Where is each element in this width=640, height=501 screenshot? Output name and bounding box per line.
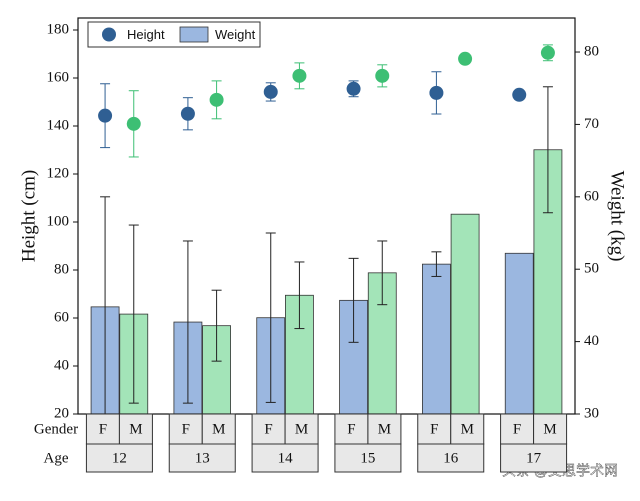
- x-tick-label: 14: [278, 450, 294, 466]
- error-bar: [265, 232, 276, 403]
- x-tick-label: 13: [195, 450, 210, 466]
- category-cell: [533, 413, 568, 445]
- y-tick-label: 80: [54, 261, 69, 277]
- x-tick-label: F: [513, 421, 521, 437]
- error-bar: [128, 224, 139, 404]
- y2-tick-label: 30: [584, 405, 599, 421]
- scatter-point: [458, 51, 473, 66]
- error-bar: [377, 240, 388, 306]
- scatter-point: [292, 68, 307, 83]
- x-tick-label: M: [295, 421, 308, 437]
- x-tick-label: 12: [112, 450, 127, 466]
- category-cell: [284, 413, 319, 445]
- scatter-point: [540, 45, 555, 60]
- category-cell: [251, 443, 319, 473]
- error-bar: [294, 261, 305, 330]
- category-cell: [417, 413, 452, 445]
- scatter-point: [429, 85, 444, 100]
- y-tick-label: 60: [54, 309, 69, 325]
- scatter-point: [512, 87, 527, 102]
- x-group-label: Age: [44, 450, 69, 466]
- scatter-point: [180, 106, 195, 121]
- y-tick-label: 160: [47, 69, 70, 85]
- y2-tick-label: 60: [584, 188, 599, 204]
- y2-axis-label: Weight (kg): [607, 171, 628, 262]
- bar: [422, 263, 451, 414]
- category-cell: [251, 413, 286, 445]
- y2-tick-label: 70: [584, 116, 599, 132]
- y-tick-label: 40: [54, 357, 69, 373]
- bar: [450, 213, 480, 414]
- x-tick-label: 15: [360, 450, 375, 466]
- error-bar: [431, 251, 442, 277]
- category-cell: [417, 443, 485, 473]
- x-tick-label: M: [543, 421, 556, 437]
- y-tick-label: 140: [47, 117, 70, 133]
- scatter-point: [346, 81, 361, 96]
- y-tick-label: 180: [47, 21, 70, 37]
- scatter-point: [375, 68, 390, 83]
- x-tick-label: F: [99, 421, 107, 437]
- y2-tick-label: 50: [584, 261, 599, 277]
- legend-swatch: [179, 26, 209, 43]
- category-cell: [85, 443, 153, 473]
- category-cell: [500, 443, 568, 473]
- x-tick-label: 17: [526, 450, 542, 466]
- legend-swatch: [102, 27, 116, 42]
- x-group-label: Gender: [34, 421, 78, 437]
- x-tick-label: F: [264, 421, 272, 437]
- x-tick-label: M: [212, 421, 225, 437]
- legend-label: Weight: [215, 27, 256, 42]
- y2-tick-label: 80: [584, 43, 599, 59]
- x-tick-label: M: [129, 421, 142, 437]
- category-cell: [85, 413, 120, 445]
- scatter-point: [263, 84, 278, 99]
- legend-box: [87, 21, 261, 48]
- error-bar: [542, 86, 553, 214]
- x-tick-label: M: [461, 421, 474, 437]
- x-tick-label: F: [347, 421, 355, 437]
- category-cell: [334, 443, 402, 473]
- error-bar: [348, 257, 359, 343]
- bar: [504, 252, 534, 414]
- y2-tick-label: 40: [584, 333, 599, 349]
- scatter-point: [126, 116, 141, 131]
- error-bar: [182, 240, 193, 404]
- y-axis-label: Height (cm): [18, 170, 39, 262]
- error-bar: [100, 196, 111, 414]
- y-tick-label: 120: [47, 165, 70, 181]
- x-tick-label: 16: [443, 450, 459, 466]
- plot-frame: [77, 17, 576, 415]
- legend-label: Height: [127, 27, 165, 42]
- error-bar: [211, 289, 222, 362]
- x-tick-label: F: [430, 421, 438, 437]
- category-cell: [450, 413, 485, 445]
- scatter-point: [209, 92, 224, 107]
- scatter-point: [98, 108, 113, 123]
- x-tick-label: F: [182, 421, 190, 437]
- plot-area: [90, 44, 563, 414]
- y-tick-label: 20: [54, 405, 69, 421]
- y-tick-label: 100: [47, 213, 70, 229]
- category-cell: [168, 443, 236, 473]
- x-tick-label: M: [378, 421, 391, 437]
- category-cell: [201, 413, 236, 445]
